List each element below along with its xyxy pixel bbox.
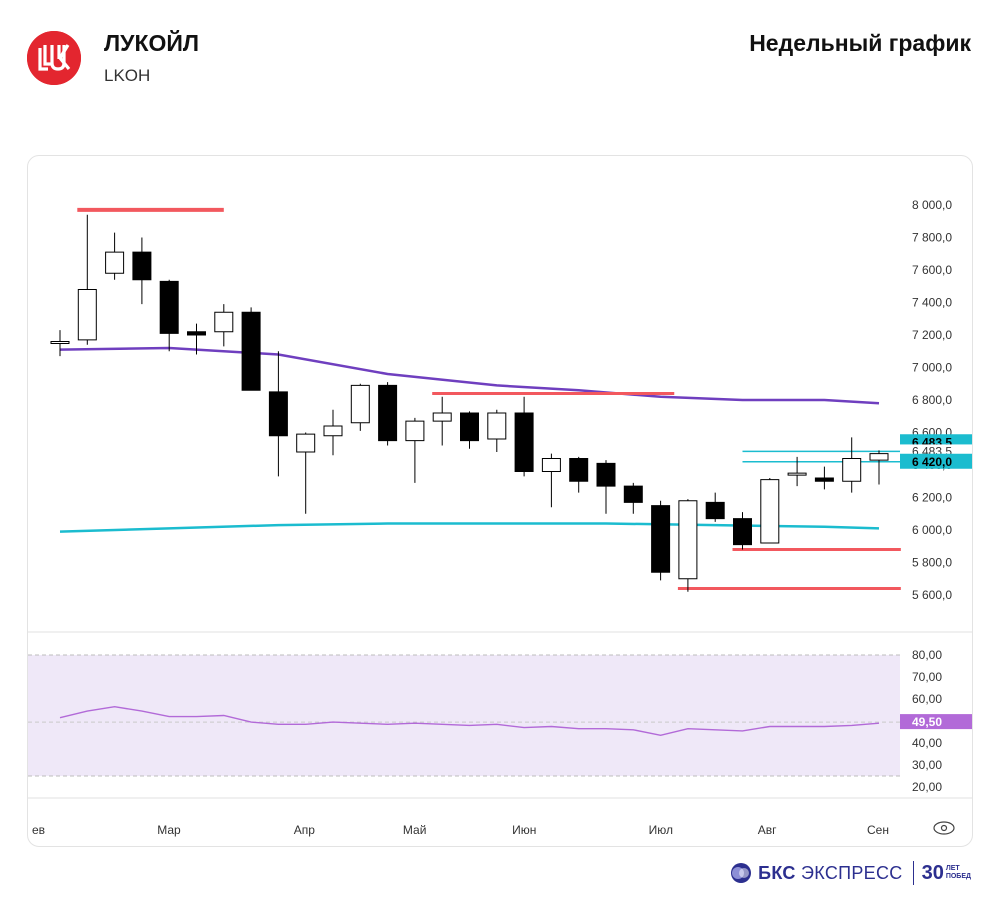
price-tick-label: 6 000,0 bbox=[912, 523, 952, 537]
candle-body-22[interactable] bbox=[651, 505, 671, 573]
price-badge-bg-2 bbox=[900, 453, 972, 469]
ticker-symbol: LKOH bbox=[104, 66, 151, 85]
price-tick-label: 7 600,0 bbox=[912, 263, 952, 277]
candle-body-19[interactable] bbox=[569, 458, 589, 482]
rsi-tick-label: 20,00 bbox=[912, 780, 942, 794]
candle-body-28[interactable] bbox=[814, 477, 834, 482]
rsi-tick-label: 60,00 bbox=[912, 692, 942, 706]
brand-name-bold: БКС bbox=[758, 862, 796, 883]
candle-body-1[interactable] bbox=[77, 289, 97, 341]
candle-body-8[interactable] bbox=[268, 391, 288, 437]
candle-body-18[interactable] bbox=[541, 458, 561, 472]
month-label: Июл bbox=[649, 823, 673, 837]
company-name: ЛУКОЙЛ bbox=[104, 30, 200, 56]
candle-body-24[interactable] bbox=[705, 501, 725, 520]
anniversary-top: ЛЕТ bbox=[945, 865, 960, 872]
bks-brand: БКС ЭКСПРЕСС 30 ЛЕТ ПОБЕД bbox=[730, 858, 971, 888]
brand-divider bbox=[912, 861, 914, 885]
candle-body-29[interactable] bbox=[842, 458, 862, 482]
month-label: Май bbox=[403, 823, 427, 837]
rsi-tick-label: 70,00 bbox=[912, 670, 942, 684]
anniversary-bottom: ПОБЕД bbox=[945, 873, 971, 880]
candle-body-13[interactable] bbox=[405, 420, 425, 442]
month-label: Июн bbox=[512, 823, 536, 837]
chart-card: 8 000,0 7 800,0 7 600,0 7 400,0 7 200,0 7 000… bbox=[27, 155, 973, 847]
candle-body-20[interactable] bbox=[596, 462, 616, 487]
month-label: Апр bbox=[294, 823, 316, 837]
rsi-badge-label: 49,50 bbox=[912, 715, 942, 729]
candle-body-25[interactable] bbox=[733, 518, 752, 546]
chart-title: Недельный график bbox=[749, 30, 971, 56]
anniversary-badge: 30 ЛЕТ ПОБЕД bbox=[922, 862, 971, 885]
brand-name-light: ЭКСПРЕСС bbox=[801, 862, 903, 883]
candle-body-16[interactable] bbox=[487, 412, 507, 440]
price-tick-label: 7 800,0 bbox=[912, 231, 952, 245]
price-tick-label: 6 800,0 bbox=[912, 393, 952, 407]
rsi-tick-label: 30,00 bbox=[912, 758, 942, 772]
candle-body-17[interactable] bbox=[514, 412, 534, 472]
price-chart[interactable]: 8 000,0 7 800,0 7 600,0 7 400,0 7 200,0 7 000… bbox=[28, 156, 972, 846]
candle-body-30[interactable] bbox=[869, 453, 889, 461]
candle-body-14[interactable] bbox=[432, 412, 452, 422]
price-tick-label: 7 200,0 bbox=[912, 328, 952, 342]
candle-body-2[interactable] bbox=[105, 251, 125, 274]
rsi-tick-label: 80,00 bbox=[912, 648, 942, 662]
price-badge-label-2: 6 420,0 bbox=[912, 455, 952, 469]
candle-body-21[interactable] bbox=[623, 485, 643, 503]
month-label: ев bbox=[32, 823, 45, 837]
brand-name: БКС ЭКСПРЕСС bbox=[758, 863, 902, 884]
price-tick-label: 7 000,0 bbox=[912, 361, 952, 375]
candle-body-27[interactable] bbox=[787, 472, 807, 476]
candle-body-12[interactable] bbox=[378, 384, 398, 442]
sma-fast-line bbox=[59, 346, 880, 405]
candle-body-5[interactable] bbox=[187, 331, 206, 336]
candle-body-23[interactable] bbox=[678, 500, 698, 580]
price-tick-label: 7 400,0 bbox=[912, 296, 952, 310]
candle-body-6[interactable] bbox=[214, 311, 234, 333]
rsi-band bbox=[28, 655, 900, 776]
candle-body-9[interactable] bbox=[296, 433, 316, 453]
month-label: Сен bbox=[867, 823, 889, 837]
lukoil-logo bbox=[27, 31, 81, 85]
price-tick-label: 5 800,0 bbox=[912, 556, 952, 570]
price-tick-label: 5 600,0 bbox=[912, 588, 952, 602]
candle-body-10[interactable] bbox=[323, 425, 343, 437]
sma-slow-line bbox=[59, 522, 880, 533]
month-label: Авг bbox=[758, 823, 777, 837]
candle-body-15[interactable] bbox=[460, 412, 479, 442]
candle-body-26[interactable] bbox=[760, 479, 780, 544]
price-tick-label: 6 200,0 bbox=[912, 491, 952, 505]
month-label: Мар bbox=[157, 823, 181, 837]
rsi-tick-label: 40,00 bbox=[912, 736, 942, 750]
view-settings-icon[interactable] bbox=[933, 821, 955, 835]
candle-body-7[interactable] bbox=[241, 311, 261, 391]
candle-body-11[interactable] bbox=[350, 384, 370, 424]
candle-body-4[interactable] bbox=[159, 280, 179, 334]
bks-logo-icon bbox=[731, 863, 752, 883]
anniversary-number: 30 bbox=[921, 861, 944, 884]
rsi-line bbox=[59, 705, 880, 737]
candle-body-0[interactable] bbox=[50, 341, 70, 344]
price-tick-label: 8 000,0 bbox=[912, 198, 952, 212]
rsi-badge-bg bbox=[900, 714, 972, 730]
candle-body-3[interactable] bbox=[132, 251, 152, 281]
